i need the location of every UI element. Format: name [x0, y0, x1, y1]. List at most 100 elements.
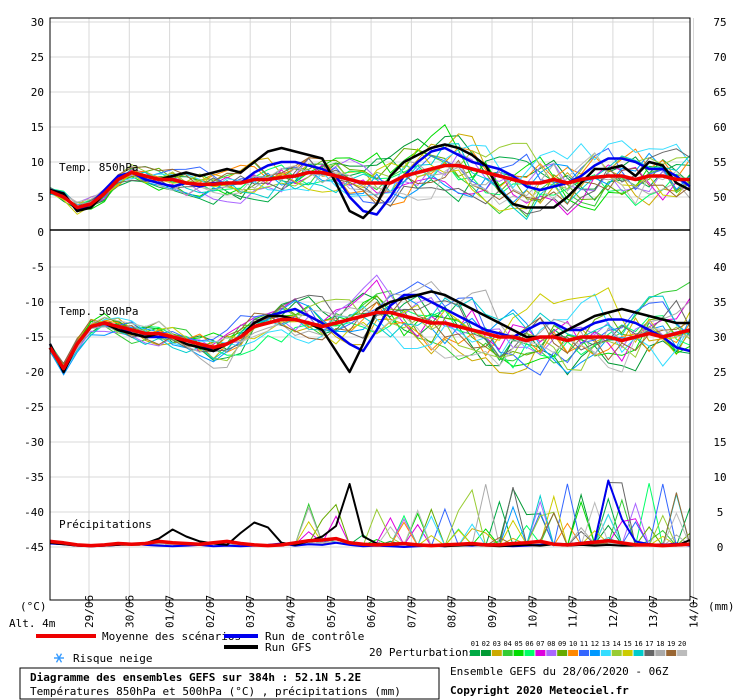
- plot-background: [50, 18, 690, 600]
- perturbation-id: 01: [471, 640, 479, 648]
- left-tick-label: -40: [24, 506, 44, 519]
- perturbation-id: 16: [634, 640, 642, 648]
- perturbation-id: 08: [547, 640, 555, 648]
- right-tick-label: 60: [713, 121, 726, 134]
- panel-label-500: Temp. 500hPa: [59, 305, 138, 318]
- left-tick-label: 5: [37, 191, 44, 204]
- member-500-line: [49, 308, 691, 369]
- legend-snow-label: Risque neige: [73, 652, 152, 665]
- perturbation-id: 12: [591, 640, 599, 648]
- perturbation-swatch: [589, 650, 600, 656]
- right-tick-label: 50: [713, 191, 726, 204]
- perturbation-swatch: [524, 650, 535, 656]
- right-tick-label: 10: [713, 471, 726, 484]
- right-tick-label: 35: [713, 296, 726, 309]
- perturbation-id: 07: [536, 640, 544, 648]
- left-tick-label: -35: [24, 471, 44, 484]
- perturbation-id: 04: [503, 640, 511, 648]
- snowflake-icon: [54, 653, 64, 663]
- series-500-line: [48, 310, 691, 371]
- left-tick-label: -15: [24, 331, 44, 344]
- x-tick-label: 10/07: [526, 595, 539, 628]
- member-500-line: [49, 314, 691, 375]
- left-tick-label: 25: [31, 51, 44, 64]
- left-tick-label: -10: [24, 296, 44, 309]
- series-500-line: [48, 293, 691, 374]
- left-tick-label: -20: [24, 366, 44, 379]
- perturbation-id: 06: [525, 640, 533, 648]
- left-tick-label: 30: [31, 16, 44, 29]
- copyright: Copyright 2020 Meteociel.fr: [450, 684, 629, 697]
- x-tick-label: 08/07: [446, 595, 459, 628]
- right-tick-label: 0: [717, 541, 724, 554]
- x-tick-label: 09/07: [486, 595, 499, 628]
- member-850-line: [49, 140, 691, 207]
- perturbation-id: 20: [678, 640, 686, 648]
- x-axis: 29/06 30/06 01/07 02/07 03/07 04/07 05/07 06/07…: [83, 595, 701, 628]
- perturbation-swatch: [611, 650, 622, 656]
- perturbation-swatch: [666, 650, 677, 656]
- left-tick-label: -45: [24, 541, 44, 554]
- legend-control-label: Run de contrôle: [265, 630, 364, 643]
- x-tick-label: 13/07: [647, 595, 660, 628]
- x-tick-label: 05/07: [325, 595, 338, 628]
- x-tick-label: 06/07: [365, 595, 378, 628]
- info-box: [19, 667, 440, 700]
- x-tick-label: 11/07: [567, 595, 580, 628]
- panel-label-850: Temp. 850hPa: [59, 161, 138, 174]
- main-series-lines: [48, 143, 691, 548]
- left-axis: 30 25 20 15 10 5 0 -5 -10 -15 -20 -25 -30 -35 -40 -45: [24, 16, 44, 554]
- perturbation-id: 02: [482, 640, 490, 648]
- perturbation-swatch: [677, 650, 688, 656]
- left-tick-label: -5: [31, 261, 44, 274]
- run-info: Ensemble GEFS du 28/06/2020 - 06Z: [450, 665, 669, 678]
- perturbation-swatch: [535, 650, 546, 656]
- right-tick-label: 55: [713, 156, 726, 169]
- perturbation-swatch: [579, 650, 589, 656]
- right-tick-label: 20: [713, 401, 726, 414]
- perturbation-swatch: [557, 650, 568, 656]
- perturbation-swatch: [600, 650, 611, 656]
- x-tick-label: 12/07: [607, 595, 620, 628]
- left-tick-label: 15: [31, 121, 44, 134]
- perturbation-swatch: [513, 650, 524, 656]
- perturbation-swatch: [568, 650, 579, 656]
- member-850-line: [49, 147, 691, 206]
- perturbations-label: 20 Perturbations: [369, 646, 475, 659]
- left-tick-label: 10: [31, 156, 44, 169]
- right-tick-label: 40: [713, 261, 726, 274]
- left-axis-unit: (°C): [20, 600, 47, 613]
- right-axis-unit: (mm): [708, 600, 735, 613]
- x-tick-label: 01/07: [164, 595, 177, 628]
- perturbation-id: 13: [602, 640, 610, 648]
- right-tick-label: 5: [717, 506, 724, 519]
- x-tick-label: 07/07: [405, 595, 418, 628]
- series-precip-line: [49, 536, 691, 548]
- perturbation-swatch: [491, 650, 502, 656]
- right-tick-label: 30: [713, 331, 726, 344]
- x-tick-label: 30/06: [123, 595, 136, 628]
- x-tick-label: 14/07: [688, 595, 701, 628]
- perturbation-id: 14: [612, 640, 620, 648]
- perturbation-swatch: [633, 650, 644, 656]
- legend-mean-label: Moyenne des scénarios: [102, 630, 241, 643]
- perturbation-id: 11: [580, 640, 588, 648]
- chart-subtitle: Températures 850hPa et 500hPa (°C) , pré…: [30, 685, 401, 698]
- perturbation-swatch: [502, 650, 513, 656]
- perturbation-swatch: [622, 650, 633, 656]
- perturbation-id: 05: [514, 640, 522, 648]
- legend-gfs-label: Run GFS: [265, 641, 311, 654]
- x-tick-label: 04/07: [285, 595, 298, 628]
- x-tick-label: 29/06: [83, 595, 96, 628]
- member-850-line: [49, 124, 691, 211]
- perturbation-id: 17: [645, 640, 653, 648]
- x-tick-label: 02/07: [204, 595, 217, 628]
- perturbation-swatch: [546, 650, 557, 656]
- perturbation-swatch: [644, 650, 655, 656]
- plot-frame: [49, 17, 691, 601]
- left-tick-label: 20: [31, 86, 44, 99]
- perturbation-id: 10: [569, 640, 577, 648]
